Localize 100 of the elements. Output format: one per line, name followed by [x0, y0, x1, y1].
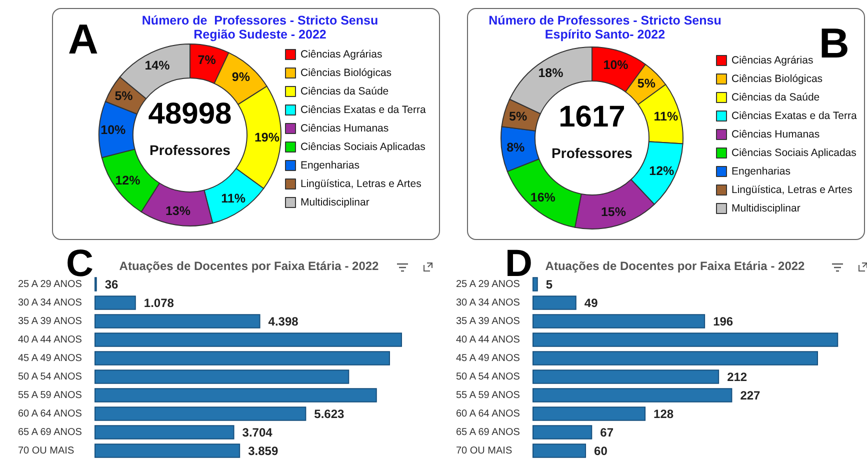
data-label: 227 — [740, 388, 761, 402]
text: Professores — [150, 142, 231, 158]
legend-label: Multidisciplinar — [732, 202, 801, 214]
data-label: 3.704 — [242, 425, 273, 440]
data-label: 19% — [254, 130, 280, 144]
bar — [94, 296, 136, 310]
text: 48998 — [148, 98, 232, 130]
bar — [532, 444, 586, 458]
y-tick-label: 40 A 44 ANOS — [18, 334, 82, 346]
legend-label: Ciências Sociais Aplicadas — [732, 147, 856, 159]
text: A — [68, 16, 98, 62]
data-label: 13% — [165, 204, 190, 218]
bar — [94, 314, 260, 328]
data-label: 5% — [509, 110, 528, 124]
text: 1617 — [558, 100, 626, 134]
bar — [94, 332, 402, 347]
bar — [532, 406, 646, 421]
data-label: 18% — [538, 66, 564, 80]
legend-label: Lingüística, Letras e Artes — [732, 184, 852, 196]
legend-label: Ciências Biológicas — [300, 67, 392, 79]
data-label: 14% — [144, 58, 170, 72]
text: Professores — [552, 145, 633, 161]
y-tick-label: 40 A 44 ANOS — [456, 334, 520, 346]
y-tick-label: 35 A 39 ANOS — [456, 316, 520, 327]
text: B — [819, 20, 850, 66]
legend-label: Ciências Biológicas — [732, 73, 823, 85]
data-label: 3.859 — [248, 444, 278, 458]
legend-label: Ciências Humanas — [732, 128, 820, 140]
text: Espírito Santo- 2022 — [544, 28, 666, 42]
bar — [532, 388, 732, 402]
y-tick-label: 55 A 59 ANOS — [18, 390, 82, 401]
data-label: 67 — [600, 425, 614, 440]
bar — [532, 332, 838, 347]
data-label: 128 — [654, 406, 674, 421]
y-tick-label: 25 A 29 ANOS — [18, 278, 82, 290]
bar — [532, 314, 706, 328]
bar — [94, 351, 390, 366]
bar — [94, 444, 240, 458]
y-tick-label: 45 A 49 ANOS — [456, 352, 520, 364]
y-tick-label: 50 A 54 ANOS — [18, 371, 82, 382]
bar — [532, 351, 818, 366]
legend-label: Ciências Sociais Aplicadas — [300, 141, 426, 153]
data-label: 8% — [506, 140, 525, 155]
legend-label: Engenharias — [732, 166, 790, 178]
chart-title: Atuações de Docentes por Faixa Etária - 2022 — [119, 259, 380, 273]
y-tick-label: 45 A 49 ANOS — [18, 352, 82, 364]
data-label: 49 — [584, 296, 598, 310]
data-label: 11% — [221, 192, 246, 206]
legend-label: Multidisciplinar — [300, 196, 370, 208]
y-tick-label: 30 A 34 ANOS — [456, 297, 520, 308]
chart-title: Número de Professores - Stricto Sensu — [488, 14, 722, 28]
chart-title: Número de Professores - Stricto Sensu — [142, 14, 378, 28]
legend-label: Ciências Agrárias — [300, 48, 382, 60]
y-tick-label: 55 A 59 ANOS — [456, 390, 520, 401]
y-tick-label: 50 A 54 ANOS — [456, 371, 520, 382]
bar — [94, 370, 350, 384]
y-tick-label: 30 A 34 ANOS — [18, 297, 82, 308]
y-tick-label: 35 A 39 ANOS — [18, 316, 82, 327]
legend-label: Ciências Exatas e da Terra — [732, 110, 857, 122]
legend-label: Engenharias — [300, 160, 360, 172]
y-tick-label: 60 A 64 ANOS — [456, 408, 520, 420]
y-tick-label: 65 A 69 ANOS — [18, 426, 82, 438]
data-label: 7% — [198, 52, 216, 67]
bar — [532, 425, 592, 440]
data-label: 15% — [600, 204, 626, 219]
legend-label: Lingüística, Letras e Artes — [300, 178, 422, 190]
legend-label: Ciências da Saúde — [732, 92, 820, 104]
data-label: 12% — [649, 164, 674, 178]
data-label: 60 — [594, 444, 608, 458]
legend-label: Ciências da Saúde — [300, 86, 389, 98]
bar — [94, 388, 377, 402]
y-tick-label: 60 A 64 ANOS — [18, 408, 82, 420]
y-tick-label: 25 A 29 ANOS — [456, 278, 520, 290]
legend-label: Ciências Humanas — [300, 122, 389, 134]
legend-label: Ciências Agrárias — [732, 54, 814, 66]
data-label: 10% — [603, 58, 628, 72]
bar — [532, 296, 576, 310]
data-label: 10% — [100, 123, 126, 138]
data-label: 5% — [637, 76, 656, 91]
text: Região Sudeste - 2022 — [194, 28, 326, 42]
y-tick-label: 65 A 69 ANOS — [456, 426, 520, 438]
y-tick-label: 70 OU MAIS — [18, 445, 74, 456]
data-label: 36 — [104, 277, 119, 292]
data-label: 9% — [232, 70, 250, 84]
data-label: 212 — [727, 370, 748, 384]
chart-title: Atuações de Docentes por Faixa Etária - 2022 — [545, 259, 806, 273]
data-label: 4.398 — [268, 314, 299, 328]
bar — [94, 406, 306, 421]
y-tick-label: 70 OU MAIS — [456, 445, 512, 456]
bar — [94, 425, 234, 440]
data-label: 12% — [115, 173, 140, 188]
data-label: 11% — [654, 110, 678, 124]
data-label: 5% — [114, 88, 133, 103]
data-label: 1.078 — [144, 296, 174, 310]
legend-label: Ciências Exatas e da Terra — [300, 104, 426, 116]
data-label: 16% — [530, 190, 556, 204]
data-label: 5.623 — [314, 406, 345, 421]
bar — [532, 370, 720, 384]
data-label: 196 — [713, 314, 734, 328]
bar — [532, 277, 538, 292]
